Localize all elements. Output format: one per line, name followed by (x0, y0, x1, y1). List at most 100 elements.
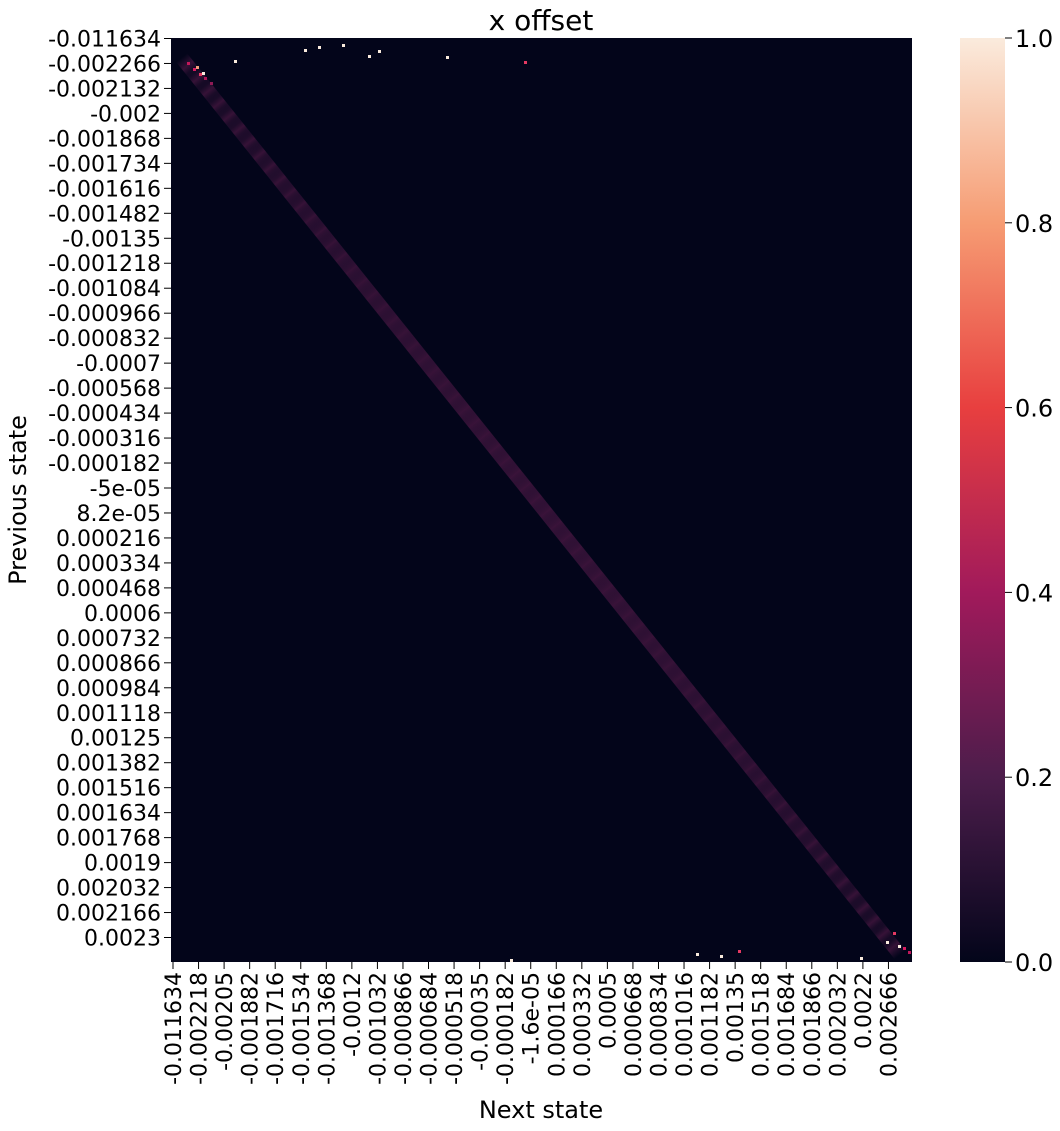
y-tick-label: -0.000832 (48, 327, 161, 352)
y-tick-label: 0.002166 (56, 902, 161, 927)
x-tick-label: -0.001882 (239, 972, 264, 1085)
x-tick-label: 0.0022 (852, 972, 877, 1049)
y-tick-label: -0.000568 (48, 377, 161, 402)
x-tick-label: 0.001684 (775, 972, 800, 1077)
x-tick-label: -0.001534 (290, 972, 315, 1085)
chart-title: x offset (489, 4, 594, 37)
x-tick-label: 0.001866 (801, 972, 826, 1077)
y-tick-label: -0.000316 (48, 427, 161, 452)
y-tick-label: 0.000984 (56, 677, 161, 702)
outlier-cell (903, 947, 906, 950)
y-tick-label: -0.001482 (48, 202, 161, 227)
x-tick-label: -0.000684 (418, 972, 443, 1085)
colorbar-gradient (960, 38, 1005, 962)
outlier-cell (446, 56, 449, 59)
x-tick-label: -0.011634 (162, 972, 187, 1085)
heatmap-area (171, 38, 912, 962)
outlier-cell (510, 959, 513, 962)
x-tick-label: 0.000166 (545, 972, 570, 1077)
x-tick-label: 0.000332 (571, 972, 596, 1077)
y-tick-label: 0.0023 (84, 927, 161, 952)
y-tick-label: 0.001768 (56, 827, 161, 852)
outlier-cell (187, 62, 190, 65)
y-tick-label: -0.002266 (48, 52, 161, 77)
y-tick-label: 0.002032 (56, 877, 161, 902)
y-tick-label: 0.0019 (84, 852, 161, 877)
x-tick-label: 0.002032 (826, 972, 851, 1077)
y-tick-label: 0.001118 (56, 702, 161, 727)
y-tick-label: -0.002 (90, 102, 161, 127)
x-tick-label: 0.000834 (647, 972, 672, 1077)
y-tick-label: 0.000468 (56, 577, 161, 602)
x-tick-label: 0.001182 (699, 972, 724, 1077)
outlier-cell (898, 945, 901, 948)
outlier-cell (893, 932, 896, 935)
y-axis-ticks: -0.011634-0.002266-0.002132-0.002-0.0018… (48, 27, 171, 952)
y-tick-label: 8.2e-05 (77, 502, 161, 527)
outlier-cell (204, 77, 207, 80)
colorbar: 0.0 0.2 0.4 0.6 0.8 1.0 (960, 25, 1053, 977)
x-tick-label: 0.002666 (877, 972, 902, 1077)
x-axis-ticks: -0.011634 -0.002218 -0.00205 -0.001882 -0.00… (162, 962, 902, 1085)
y-tick-label: -0.011634 (48, 27, 161, 52)
diagonal-segment (881, 934, 906, 960)
colorbar-tick-label: 1.0 (1015, 25, 1053, 53)
heatmap-diagonal-band (176, 53, 906, 960)
colorbar-tick-label: 0.4 (1015, 579, 1053, 607)
outlier-cell (720, 955, 723, 958)
x-tick-label: -0.002218 (188, 972, 213, 1085)
colorbar-tick-label: 0.2 (1015, 764, 1053, 792)
outlier-cell (196, 66, 199, 69)
colorbar-tick-label: 0.8 (1015, 210, 1053, 238)
x-tick-label: -1.6e-05 (520, 972, 545, 1064)
x-tick-label: -0.000866 (392, 972, 417, 1085)
y-tick-label: -0.001218 (48, 252, 161, 277)
x-tick-label: -0.001032 (366, 972, 391, 1085)
y-tick-label: -0.000182 (48, 452, 161, 477)
y-tick-label: -0.000434 (48, 402, 161, 427)
outlier-cell (199, 73, 202, 76)
outlier-cell (368, 55, 371, 58)
outlier-cell (210, 82, 213, 85)
y-tick-label: 0.001634 (56, 802, 161, 827)
y-tick-label: -0.000966 (48, 302, 161, 327)
x-tick-label: -0.00205 (213, 972, 238, 1071)
x-tick-label: -0.0012 (341, 972, 366, 1057)
x-tick-label: 0.001016 (673, 972, 698, 1077)
x-tick-label: -0.001368 (315, 972, 340, 1085)
x-tick-label: -0.00035 (469, 972, 494, 1071)
outlier-cell (342, 44, 345, 47)
x-tick-label: -0.000518 (443, 972, 468, 1085)
x-axis-label: Next state (479, 1096, 603, 1124)
outlier-cell (696, 953, 699, 956)
x-tick-label: 0.000668 (622, 972, 647, 1077)
y-tick-label: -0.002132 (48, 77, 161, 102)
outlier-cell (193, 68, 196, 71)
y-tick-label: -0.00135 (62, 227, 161, 252)
colorbar-ticks: 0.0 0.2 0.4 0.6 0.8 1.0 (1005, 25, 1053, 977)
outlier-cell (202, 72, 205, 75)
y-tick-label: 0.000866 (56, 652, 161, 677)
y-tick-label: -5e-05 (90, 477, 161, 502)
x-tick-label: -0.000182 (494, 972, 519, 1085)
x-tick-label: 0.0005 (596, 972, 621, 1049)
y-tick-label: 0.000216 (56, 527, 161, 552)
outlier-cell (908, 951, 911, 954)
x-tick-label: -0.001716 (264, 972, 289, 1085)
outlier-cell (738, 950, 741, 953)
outlier-cell (378, 50, 381, 53)
outlier-cell (886, 941, 889, 944)
outlier-cell (304, 49, 307, 52)
outlier-cell (524, 61, 527, 64)
heatmap-outlier-cells (187, 44, 911, 962)
y-tick-label: 0.0006 (84, 602, 161, 627)
y-tick-label: 0.000334 (56, 552, 161, 577)
y-tick-label: 0.000732 (56, 627, 161, 652)
outlier-cell (234, 60, 237, 63)
outlier-cell (318, 46, 321, 49)
y-tick-label: -0.001616 (48, 177, 161, 202)
colorbar-tick-label: 0.6 (1015, 395, 1053, 423)
x-tick-label: 0.00135 (724, 972, 749, 1063)
y-axis-label: Previous state (4, 415, 32, 585)
